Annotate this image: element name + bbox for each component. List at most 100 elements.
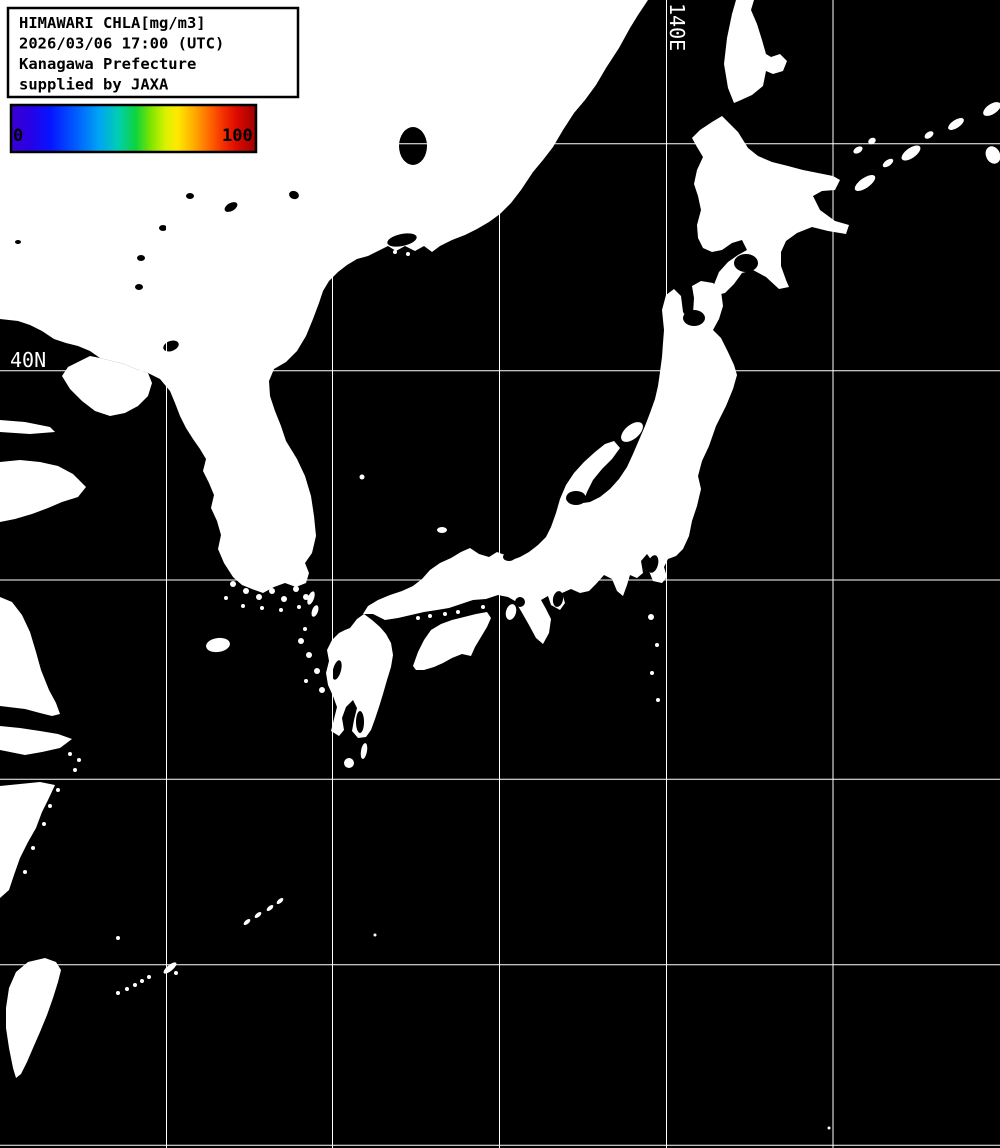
island-goto [304,679,308,683]
island-seto [443,612,447,616]
colorbar-min-label: 0 [13,126,23,146]
lake-small [137,255,145,261]
island-ulleung [359,474,365,480]
island-korea-south [269,588,275,594]
bay-osaka [515,597,525,607]
island-ryukyu [133,983,137,987]
island-korea-south [224,596,228,600]
island-kuril [948,118,964,130]
island-goto [319,687,325,693]
island-amami [266,905,274,911]
bay-kagoshima [356,711,364,733]
landmass-jiangsu [0,597,60,716]
island-kuril [854,174,876,192]
title-credit: supplied by JAXA [19,76,169,94]
island-goto [298,638,304,644]
bay-tokyo [647,555,659,573]
island-ryukyu [140,979,144,983]
island-kuril [868,137,876,145]
island-ryukyu [147,975,151,979]
island-korea-south [297,605,301,609]
island-seto [481,605,485,609]
landmass-shandong-north [0,420,55,434]
landmass-zhejiang [0,782,55,898]
island-seto [416,616,420,620]
island-tsushima [311,605,319,617]
bay-ise [552,591,564,607]
landmass-hokkaido [692,116,849,295]
island-jeju [206,637,230,653]
bay-ariake [332,660,342,680]
island-tsushima [307,591,315,605]
island-goto [303,627,307,631]
island-china-coast [56,788,60,792]
island-speck [373,933,377,937]
landmass-kyushu [326,614,393,738]
island-goto [306,652,312,658]
lake-small [159,225,167,231]
landmass-sakhalin [724,0,787,103]
island-kuril [924,131,934,139]
title-box-frame [6,6,300,99]
landmass-taiwan [6,958,61,1078]
landmass-shanghai [0,726,72,755]
island-oki [437,527,447,533]
island-china-coast [23,870,27,874]
lake-small [15,240,21,244]
water-features-layer [15,127,758,733]
island-yakushima [344,758,354,768]
island-zhoushan [73,768,77,772]
title-product: HIMAWARI CHLA[mg/m3] [19,14,206,32]
colorbar-scale [9,103,258,154]
bay-wakasa [503,553,515,561]
latitude-label-40n: 40N [10,348,46,372]
island-ryukyu [125,987,129,991]
island-kuril [882,158,894,168]
island-korea-south [243,588,249,594]
island-ryukyu [116,991,120,995]
title-region: Kanagawa Prefecture [19,55,196,73]
island-awaji [505,604,517,620]
landmass-shikoku [413,612,491,670]
island-zhoushan [77,758,81,762]
island-amami [276,898,284,904]
landmass-hokkaido-nw-tip [696,128,710,140]
island-speck [827,1126,831,1130]
lake-small [224,202,238,212]
island-seto [428,614,432,618]
bay-toyama [566,491,586,505]
island-zhoushan [68,752,72,756]
island-goto [314,668,320,674]
bay-mutsu [683,310,705,326]
gulf-peter-the-great [387,233,417,247]
colorbar-max-label: 100 [222,126,253,146]
island-kuril [901,145,921,161]
island-izu [655,643,659,647]
island-izu [648,614,654,620]
island-kuril [853,146,863,154]
island-amami [243,919,251,925]
island-korea-south [260,606,264,610]
islet-vladivostok [406,252,410,256]
bay-uchiura [734,254,758,272]
islet-vladivostok [393,250,397,254]
landmass-honshu [363,281,737,644]
lake-small [186,193,194,199]
island-sado [621,422,643,442]
island-izu [650,671,654,675]
colorbar: 0 100 [9,103,258,154]
island-amami [254,912,262,918]
island-korea-south [281,596,287,602]
title-datetime: 2026/03/06 17:00 (UTC) [19,35,224,53]
island-korea-south [230,581,236,587]
lake-khanka [399,127,427,165]
island-kuril [983,102,1000,116]
island-korea-south [279,608,283,612]
island-izu [656,698,660,702]
island-tanegashima [360,743,368,759]
island-korea-south [303,594,309,600]
island-china-coast [48,804,52,808]
